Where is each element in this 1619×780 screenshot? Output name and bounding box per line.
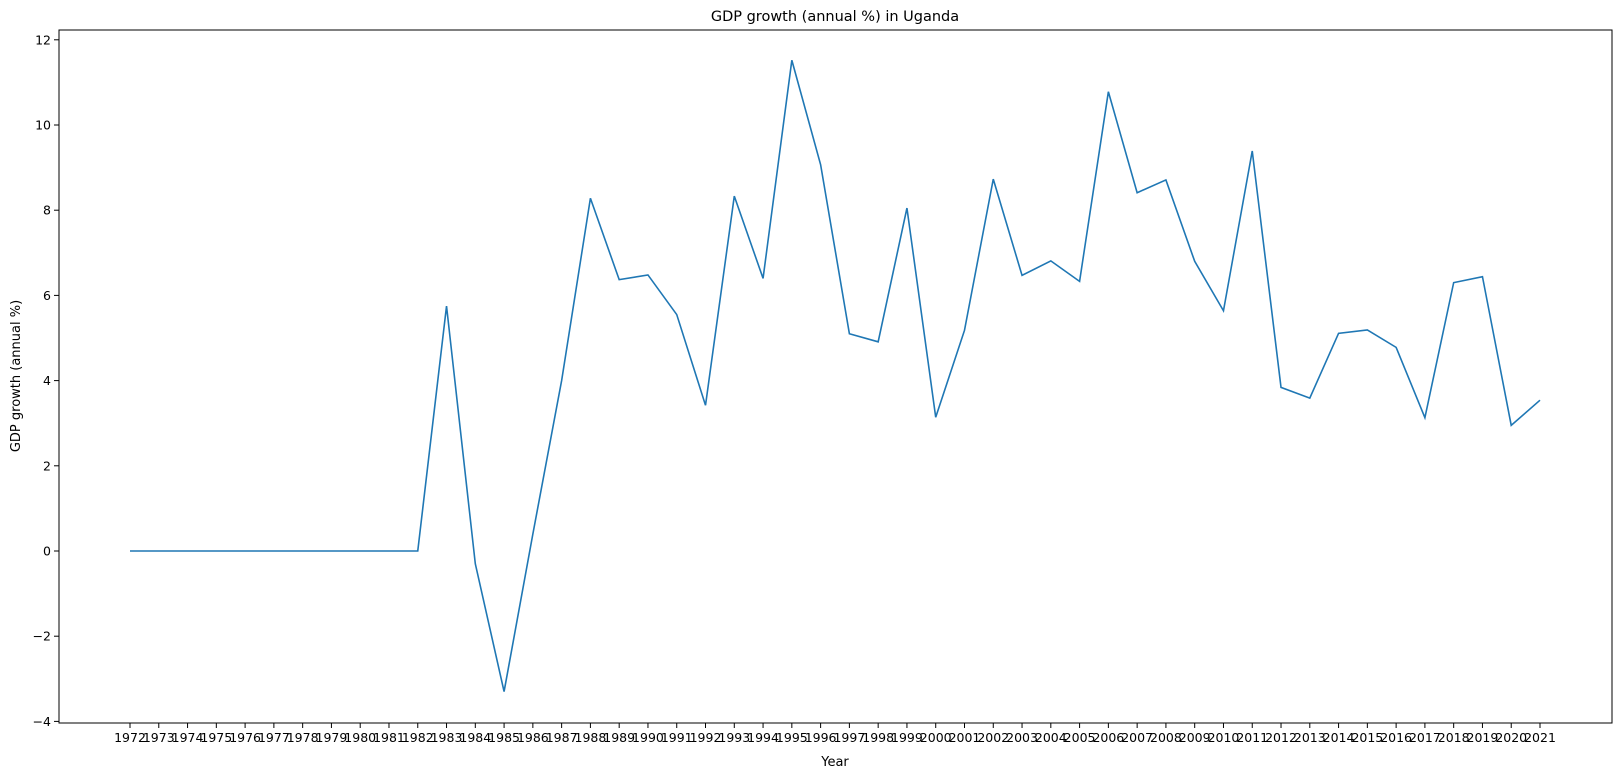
y-tick-label: 0	[43, 544, 51, 559]
x-tick-label: 1980	[344, 730, 376, 745]
x-tick-label: 1995	[776, 730, 808, 745]
x-tick-label: 1993	[718, 730, 750, 745]
x-tick-label: 2018	[1438, 730, 1470, 745]
x-tick-label: 1988	[575, 730, 607, 745]
x-tick-label: 2020	[1495, 730, 1527, 745]
x-tick-label: 2004	[1035, 730, 1067, 745]
y-tick-label: −2	[33, 629, 51, 644]
x-tick-label: 2010	[1208, 730, 1240, 745]
chart-title: GDP growth (annual %) in Uganda	[711, 9, 959, 25]
x-tick-label: 2000	[920, 730, 952, 745]
y-tick-label: 4	[43, 373, 51, 388]
x-tick-label: 2006	[1092, 730, 1124, 745]
x-tick-label: 2011	[1236, 730, 1268, 745]
x-tick-label: 1984	[459, 730, 491, 745]
series-layer	[130, 60, 1541, 692]
x-tick-label: 1985	[488, 730, 520, 745]
x-tick-label: 1972	[114, 730, 146, 745]
x-tick-label: 2007	[1121, 730, 1153, 745]
x-tick-label: 1982	[402, 730, 434, 745]
y-tick-label: 8	[43, 203, 51, 218]
y-tick-label: 10	[35, 118, 51, 133]
x-tick-label: 2015	[1351, 730, 1383, 745]
x-tick-label: 1989	[603, 730, 635, 745]
x-tick-label: 2003	[1006, 730, 1038, 745]
x-tick-label: 2016	[1380, 730, 1412, 745]
x-tick-label: 1976	[229, 730, 261, 745]
plot-background	[59, 30, 1612, 723]
x-tick-label: 1996	[805, 730, 837, 745]
x-tick-label: 2012	[1265, 730, 1297, 745]
x-tick-label: 1990	[632, 730, 664, 745]
y-axis-label: GDP growth (annual %)	[9, 300, 24, 452]
ticks-layer: −4−2024681012197219731974197519761977197…	[33, 32, 1556, 745]
x-axis-label: Year	[820, 755, 849, 770]
x-tick-label: 1974	[172, 730, 204, 745]
x-tick-label: 2002	[977, 730, 1009, 745]
x-tick-label: 1999	[891, 730, 923, 745]
x-tick-label: 1977	[258, 730, 290, 745]
x-tick-label: 2017	[1409, 730, 1441, 745]
x-tick-label: 1975	[200, 730, 232, 745]
y-tick-label: 6	[43, 288, 51, 303]
x-tick-label: 1973	[143, 730, 175, 745]
x-tick-label: 1983	[431, 730, 463, 745]
x-tick-label: 2009	[1179, 730, 1211, 745]
x-tick-label: 2008	[1150, 730, 1182, 745]
x-tick-label: 2001	[949, 730, 981, 745]
x-tick-label: 2013	[1294, 730, 1326, 745]
x-tick-label: 1981	[373, 730, 405, 745]
x-tick-label: 1998	[862, 730, 894, 745]
series-line	[130, 60, 1541, 692]
x-tick-label: 2014	[1323, 730, 1355, 745]
y-tick-label: 2	[43, 458, 51, 473]
x-tick-label: 2021	[1524, 730, 1556, 745]
y-tick-label: −4	[33, 714, 51, 729]
x-tick-label: 1979	[316, 730, 348, 745]
x-tick-label: 1978	[287, 730, 319, 745]
x-tick-label: 1991	[661, 730, 693, 745]
plot-frame	[58, 29, 1613, 724]
x-tick-label: 2005	[1064, 730, 1096, 745]
x-tick-label: 1986	[517, 730, 549, 745]
x-tick-label: 1994	[747, 730, 779, 745]
x-tick-label: 1992	[690, 730, 722, 745]
y-tick-label: 12	[35, 32, 51, 47]
x-tick-label: 1997	[833, 730, 865, 745]
x-tick-label: 2019	[1467, 730, 1499, 745]
x-tick-label: 1987	[546, 730, 578, 745]
